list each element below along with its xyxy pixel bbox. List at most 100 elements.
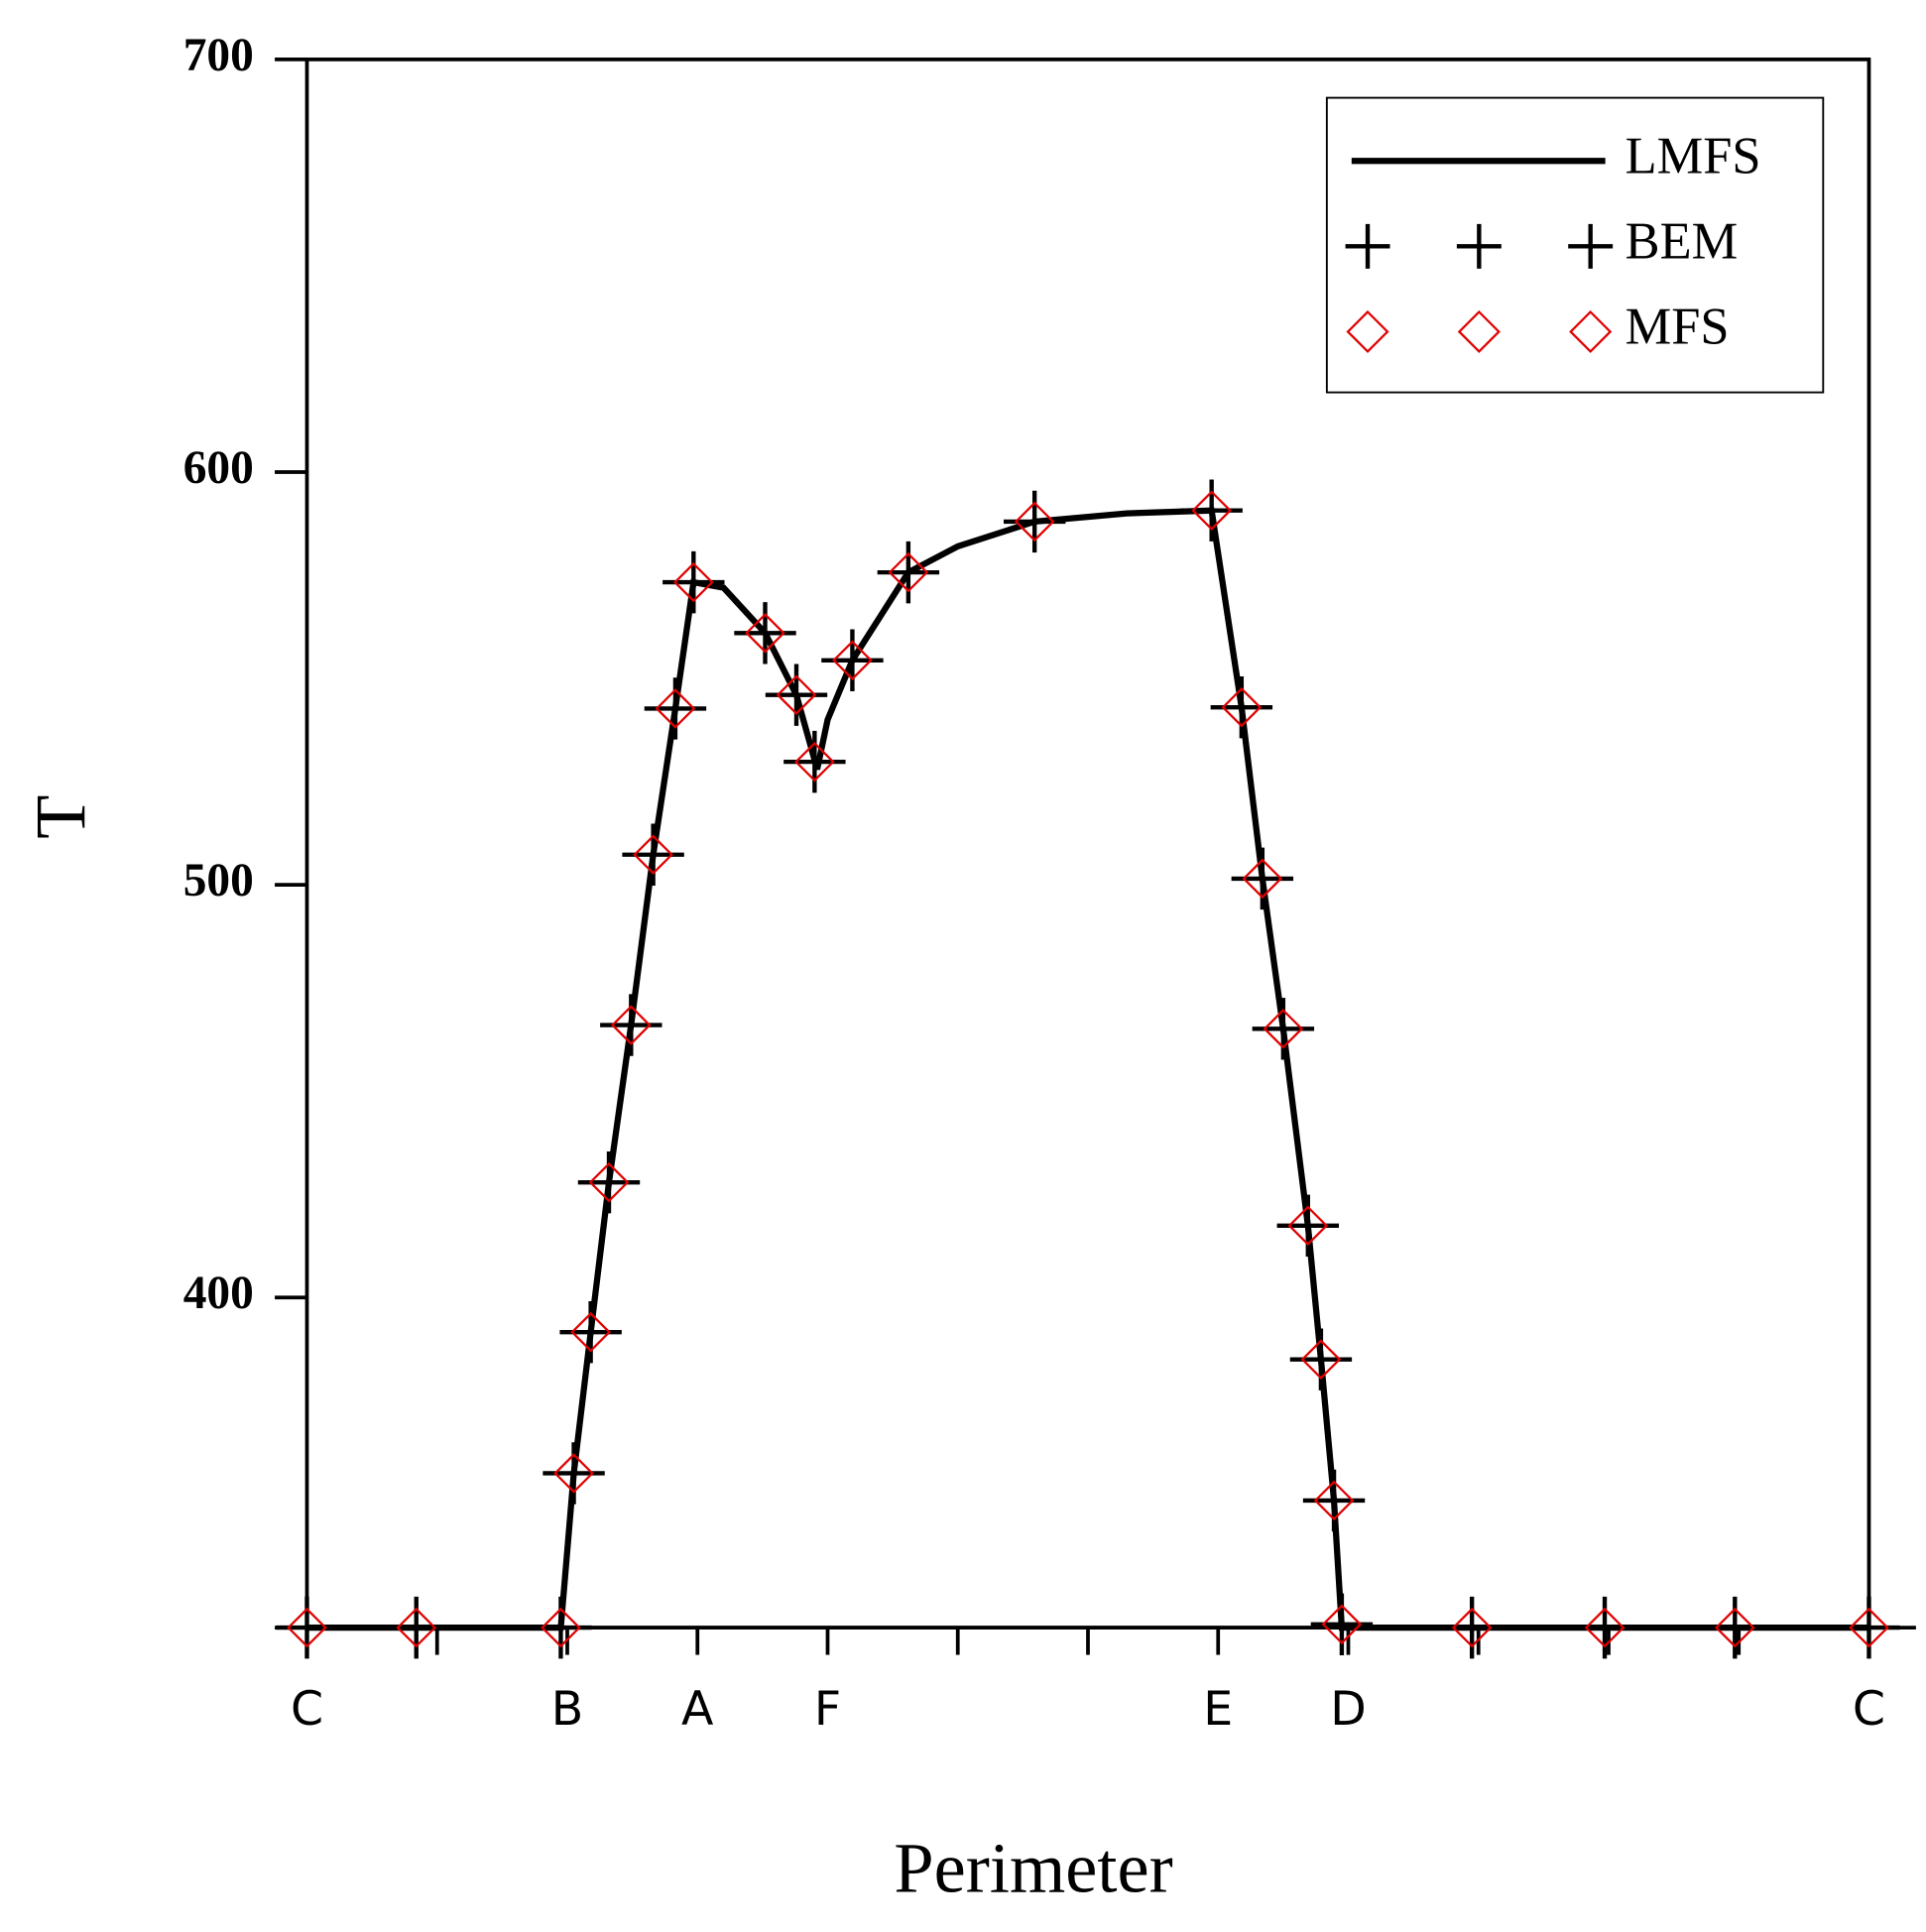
bem-point	[734, 602, 796, 664]
bem-point	[530, 1596, 592, 1659]
plus-stroke	[1704, 1596, 1766, 1659]
bem-point	[1440, 1596, 1504, 1659]
plus-stroke	[765, 664, 828, 726]
plus-stroke	[1310, 1593, 1374, 1655]
x-axis-title: Perimeter	[894, 1828, 1172, 1907]
bem-point	[1252, 998, 1315, 1060]
mfs-point	[287, 1607, 327, 1648]
y-tick-label: 400	[183, 1268, 254, 1319]
mfs-point	[745, 612, 785, 654]
mfs-point	[776, 674, 817, 716]
plus-stroke	[1180, 479, 1243, 542]
mfs-point	[541, 1607, 581, 1648]
bem-point	[1231, 847, 1294, 910]
plus-stroke	[1456, 223, 1502, 269]
bem-point	[1838, 1596, 1900, 1659]
bem-point	[622, 823, 684, 886]
mfs-point	[588, 1161, 630, 1203]
plus-stroke	[559, 1300, 622, 1364]
mfs-point	[1300, 1339, 1342, 1380]
bem-point	[765, 664, 828, 726]
mfs-point	[1584, 1607, 1625, 1648]
mfs-point	[1014, 501, 1055, 543]
mfs-point	[794, 741, 835, 783]
mfs-point	[673, 561, 714, 603]
mfs-point	[655, 688, 696, 729]
bem-point	[1003, 490, 1066, 553]
plus-stroke	[1345, 223, 1390, 269]
bem-point	[821, 629, 884, 691]
x-tick-label: C	[1853, 1682, 1885, 1737]
plus-stroke	[1289, 1328, 1353, 1390]
y-tick-label: 700	[183, 30, 254, 81]
plus-stroke	[622, 823, 684, 886]
bem-point	[385, 1596, 447, 1659]
mfs-point	[1263, 1009, 1304, 1049]
legend-marker	[1457, 309, 1501, 354]
y-tick-label: 500	[183, 855, 254, 906]
plus-stroke	[276, 1596, 338, 1659]
x-tick-label: D	[1330, 1682, 1367, 1737]
legend-marker	[1456, 223, 1502, 269]
y-tick-label: 600	[183, 442, 254, 494]
plus-stroke	[821, 629, 884, 691]
plus-stroke	[530, 1596, 592, 1659]
mfs-point	[1451, 1607, 1493, 1648]
plus-stroke	[877, 541, 940, 604]
plus-stroke	[385, 1596, 447, 1659]
legend-label: MFS	[1625, 298, 1730, 355]
legend-marker	[1568, 223, 1614, 269]
bem-point	[559, 1300, 622, 1364]
mfs-point	[396, 1607, 437, 1648]
plus-stroke	[1210, 675, 1273, 739]
mfs-point	[832, 640, 873, 681]
bem-point	[1289, 1328, 1353, 1390]
plus-stroke	[1231, 847, 1294, 910]
mfs-point	[1191, 490, 1232, 532]
plus-stroke	[734, 602, 796, 664]
bem-point	[542, 1442, 605, 1505]
legend-marker	[1569, 309, 1613, 354]
mfs-point	[1714, 1607, 1755, 1648]
x-tick-label: C	[291, 1682, 323, 1737]
plus-stroke	[1302, 1469, 1366, 1532]
mfs-point	[633, 834, 673, 876]
mfs-point	[1242, 858, 1283, 900]
plus-stroke	[1568, 223, 1614, 269]
mfs-point	[1313, 1480, 1355, 1521]
bem-point	[276, 1596, 338, 1659]
bem-point	[644, 677, 707, 740]
plus-stroke	[1440, 1596, 1504, 1659]
bem-point	[1210, 675, 1273, 739]
bem-point	[662, 550, 725, 614]
x-tick-label: F	[814, 1682, 841, 1737]
plus-stroke	[644, 677, 707, 740]
bem-point	[1704, 1596, 1766, 1659]
bem-point	[577, 1150, 641, 1214]
plus-stroke	[1838, 1596, 1900, 1659]
bem-point	[1276, 1194, 1339, 1258]
legend-marker	[1345, 223, 1390, 269]
legend-label: BEM	[1625, 212, 1739, 270]
line	[306, 507, 1869, 1631]
mfs-point	[611, 1005, 652, 1045]
mfs-point	[1287, 1205, 1329, 1247]
bem-point	[1573, 1596, 1636, 1659]
legend-label: LMFS	[1625, 127, 1761, 184]
plus-stroke	[1252, 998, 1315, 1060]
mfs-point	[888, 551, 929, 593]
bem-point	[877, 541, 940, 604]
mfs-point	[1321, 1604, 1363, 1645]
bem-point	[1302, 1469, 1366, 1532]
legend-marker	[1346, 309, 1389, 354]
x-tick-label: E	[1203, 1682, 1233, 1737]
mfs-point	[570, 1311, 611, 1353]
bem-point	[1180, 479, 1243, 542]
bem-point	[600, 994, 662, 1056]
y-axis-title: T	[21, 795, 100, 839]
bem-point	[783, 730, 846, 793]
plus-stroke	[1003, 490, 1066, 553]
plus-stroke	[542, 1442, 605, 1505]
mfs-point	[1221, 686, 1263, 728]
